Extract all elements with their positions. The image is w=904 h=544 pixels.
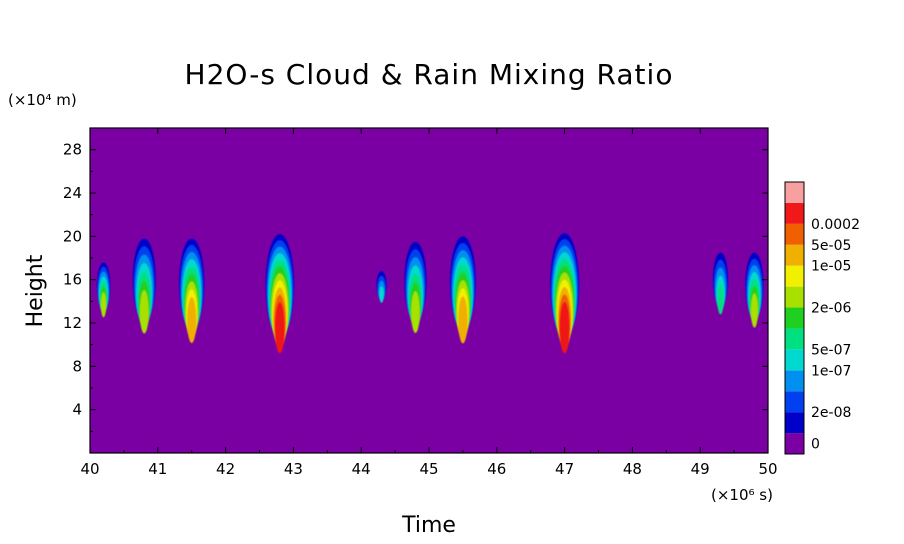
x-axis: 40 41 42 43 44 45 46 47 48 49 50 <box>80 128 778 478</box>
colorbar-label: 1e-07 <box>811 363 851 379</box>
x-tick-label: 47 <box>555 460 574 478</box>
y-tick-label: 24 <box>63 184 82 202</box>
y-tick-label: 12 <box>63 314 82 332</box>
colorbar-label: 5e-05 <box>811 238 851 254</box>
chart-title: H2O-s Cloud & Rain Mixing Ratio <box>185 58 674 91</box>
contour-feature <box>376 271 387 303</box>
x-tick-label: 49 <box>691 460 710 478</box>
contour-level <box>458 296 468 344</box>
colorbar-swatch <box>785 265 804 287</box>
x-tick-label: 46 <box>487 460 506 478</box>
x-tick-label: 43 <box>284 460 303 478</box>
colorbar: 0 2e-08 1e-07 5e-07 2e-06 1e-05 5e-05 0.0002 <box>784 181 860 455</box>
x-scale-label: (×10⁶ s) <box>711 486 773 504</box>
contour-feature <box>712 252 729 315</box>
x-tick-label: 42 <box>216 460 235 478</box>
contour-level <box>379 286 384 303</box>
y-tick-label: 20 <box>63 227 82 245</box>
contour-feature <box>179 238 205 344</box>
colorbar-swatch <box>785 202 804 224</box>
contour-level <box>101 292 107 318</box>
contour-feature <box>96 262 111 318</box>
y-axis: 4 8 12 16 20 24 28 <box>63 141 768 432</box>
colorbar-swatch <box>785 286 804 308</box>
y-tick-label: 8 <box>72 357 82 375</box>
colorbar-label: 0.0002 <box>811 217 860 233</box>
y-tick-label: 4 <box>72 401 82 419</box>
contour-level <box>717 284 724 315</box>
colorbar-swatch <box>785 223 804 245</box>
contour-level <box>559 301 570 354</box>
contour-features <box>96 233 764 354</box>
x-tick-label: 50 <box>758 460 777 478</box>
contour-feature <box>404 241 427 334</box>
contour-level <box>750 293 758 328</box>
contour-level <box>411 291 420 334</box>
colorbar-swatch <box>785 391 804 413</box>
colorbar-swatch <box>785 370 804 392</box>
contour-feature <box>745 252 764 328</box>
x-tick-label: 40 <box>80 460 99 478</box>
y-tick-label: 16 <box>63 271 82 289</box>
y-tick-label: 28 <box>63 141 82 159</box>
x-tick-label: 44 <box>352 460 371 478</box>
contour-feature <box>450 236 476 344</box>
colorbar-swatch <box>785 328 804 350</box>
x-axis-label: Time <box>401 513 456 538</box>
colorbar-swatch <box>785 412 804 434</box>
colorbar-frame <box>784 181 805 455</box>
colorbar-label: 1e-05 <box>811 259 851 275</box>
contour-level <box>274 302 285 354</box>
colorbar-label: 2e-08 <box>811 405 851 421</box>
x-tick-label: 41 <box>148 460 167 478</box>
colorbar-swatch <box>785 307 804 329</box>
contour-feature <box>132 238 156 334</box>
contour-level <box>187 297 197 344</box>
x-tick-label: 48 <box>623 460 642 478</box>
contour-feature <box>550 233 580 354</box>
colorbar-swatch <box>785 182 804 203</box>
y-scale-label: (×10⁴ m) <box>8 91 77 109</box>
colorbar-swatch <box>785 349 804 371</box>
x-tick-label: 45 <box>419 460 438 478</box>
colorbar-swatch <box>785 433 804 454</box>
y-axis-label: Height <box>23 254 48 327</box>
colorbar-label: 5e-07 <box>811 342 851 358</box>
colorbar-swatch <box>785 244 804 266</box>
contour-feature <box>265 234 295 354</box>
contour-level <box>139 290 149 334</box>
colorbar-label: 0 <box>811 437 820 453</box>
colorbar-label: 2e-06 <box>811 301 851 317</box>
